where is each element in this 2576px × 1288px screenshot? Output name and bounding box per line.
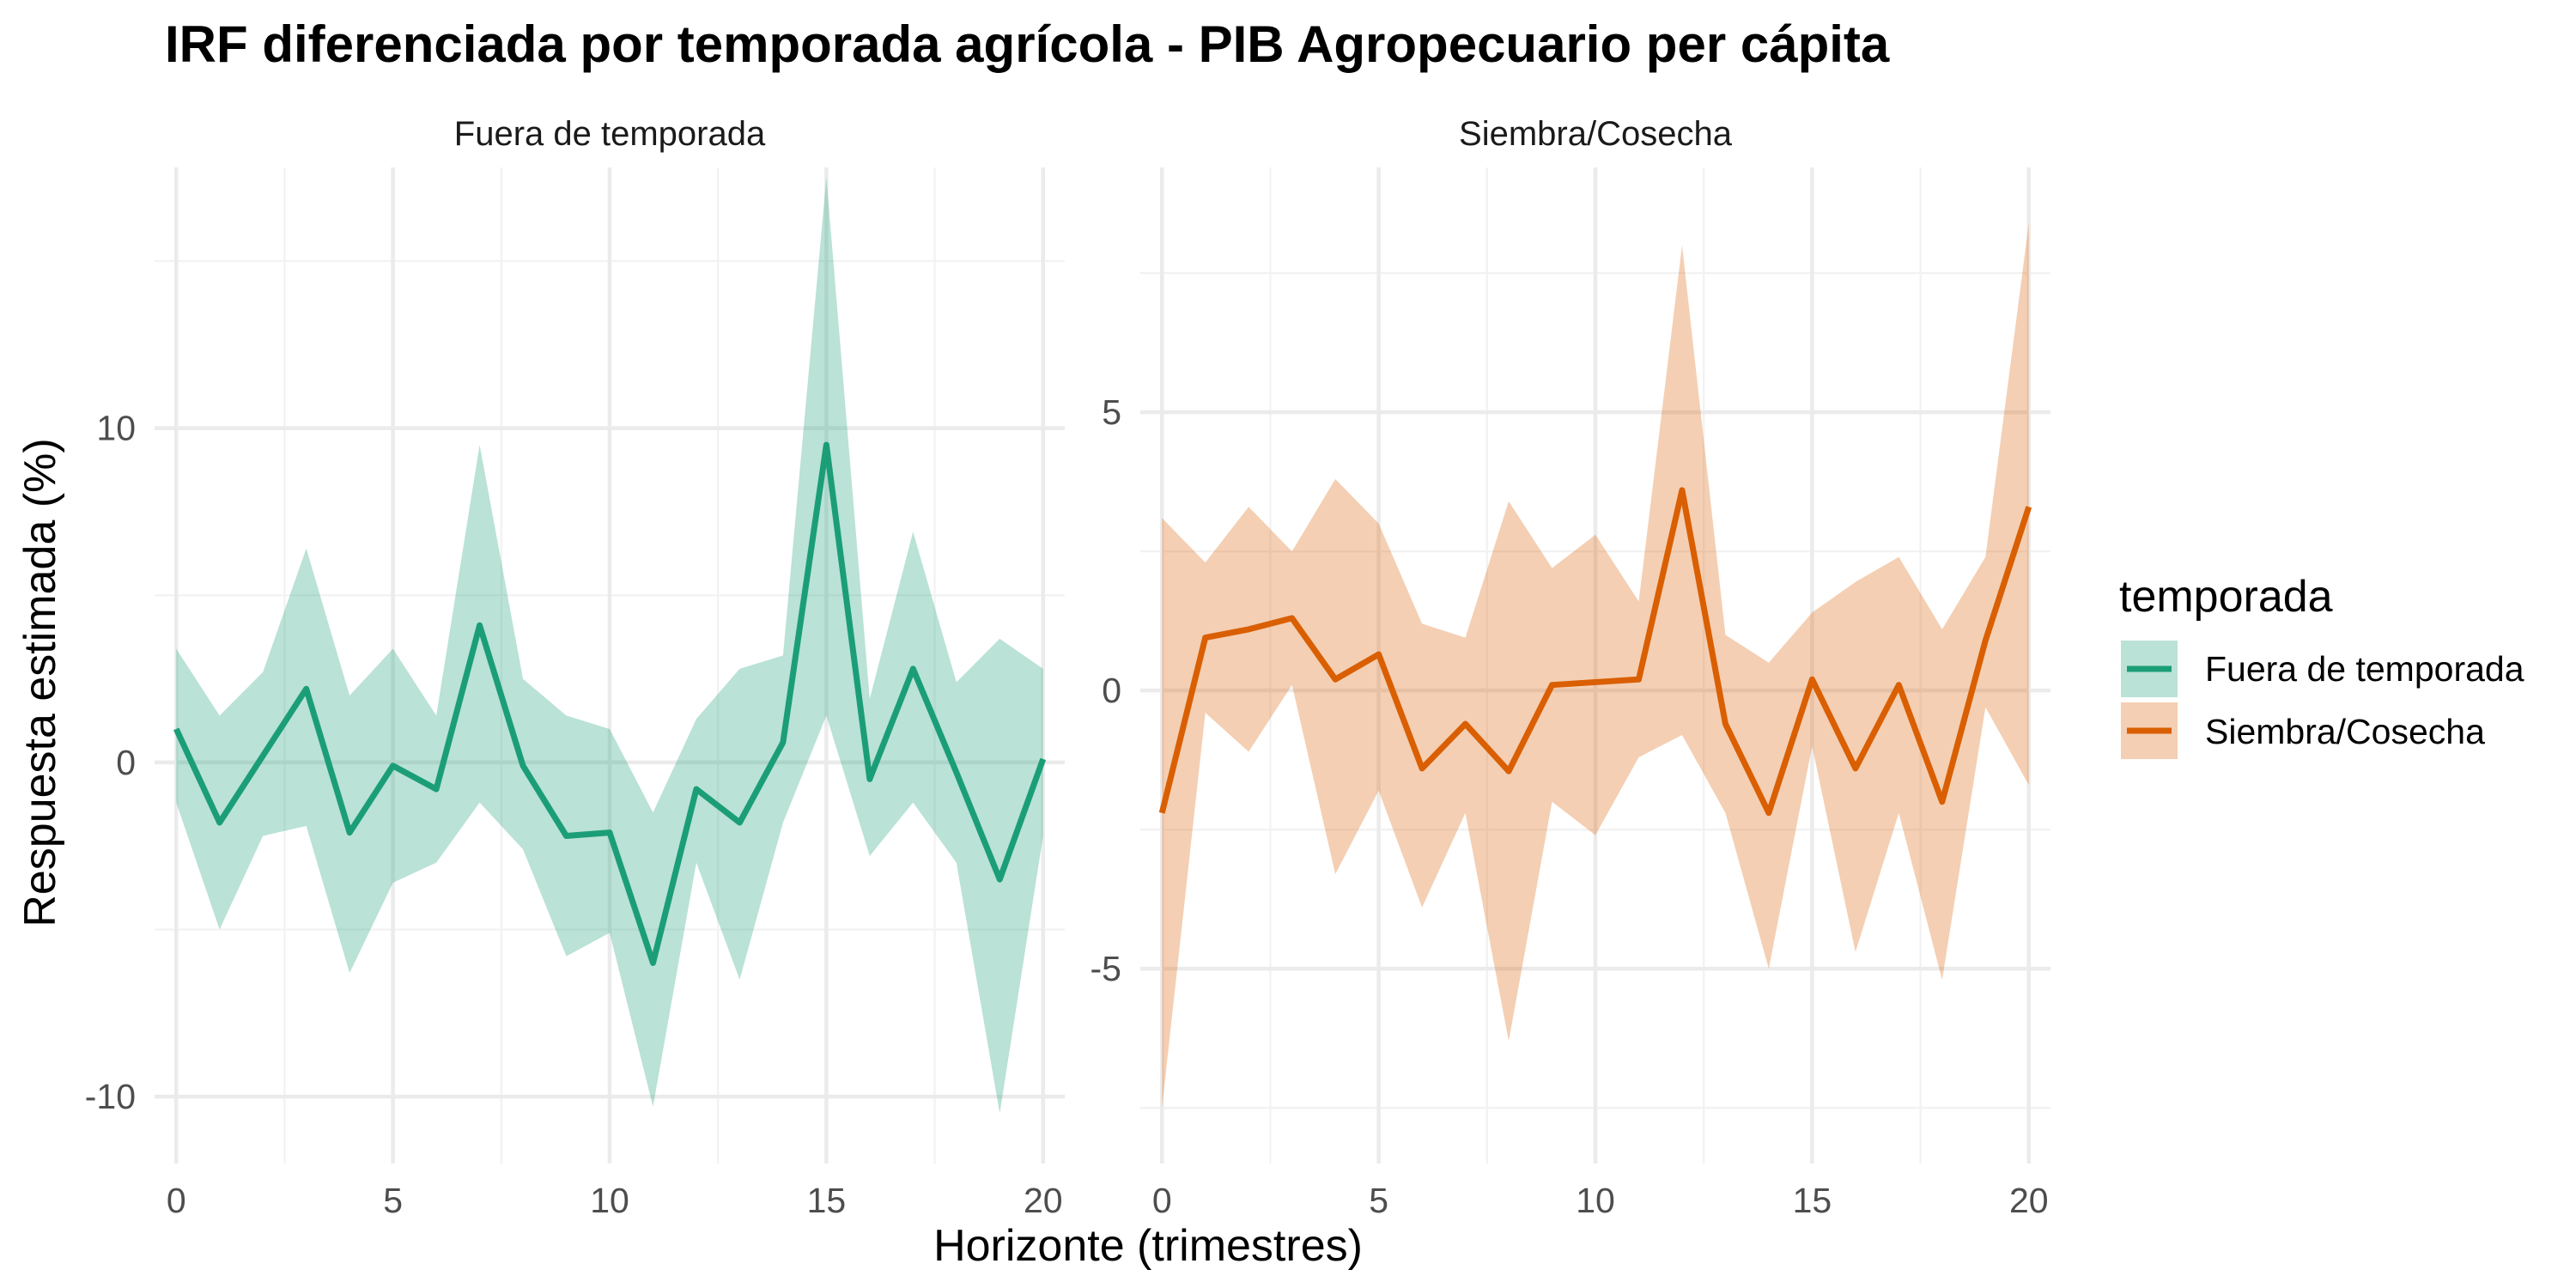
legend-item-fuera-de-temporada: Fuera de temporada [2121,641,2524,697]
confidence-band-siembra-cosecha [1162,222,2029,1109]
legend: temporada Fuera de temporada Siembra/Cos… [2119,572,2524,759]
y-tick-label: 5 [1102,392,1121,432]
line-siembra-cosecha [1158,487,2032,817]
x-tick-label: 10 [590,1181,629,1220]
y-ticks-fuera-de-temporada: -10 0 10 [85,409,136,1117]
facet-panel-siembra-cosecha: Siembra/Cosecha 0 5 10 15 20 -5 0 5 [1091,115,2050,1220]
facet-label-fuera-de-temporada: Fuera de temporada [454,115,766,153]
facet-panel-fuera-de-temporada: Fuera de temporada 0 5 10 15 20 -10 0 10 [85,115,1065,1220]
y-axis-title: Respuesta estimada (%) [15,438,65,927]
facet-label-siembra-cosecha: Siembra/Cosecha [1459,115,1733,153]
x-tick-label: 0 [1152,1181,1172,1220]
grid-fuera-de-temporada [155,167,1065,1163]
ribbon-siembra-cosecha [1162,222,2029,1109]
x-tick-label: 20 [1024,1181,1063,1220]
y-tick-label: -5 [1091,949,1121,988]
x-tick-label: 15 [807,1181,847,1220]
x-tick-label: 5 [383,1181,403,1220]
legend-title: temporada [2119,572,2333,622]
x-tick-label: 0 [167,1181,186,1220]
x-tick-label: 5 [1369,1181,1388,1220]
x-ticks-fuera-de-temporada: 0 5 10 15 20 [167,1181,1063,1220]
legend-item-siembra-cosecha: Siembra/Cosecha [2121,702,2485,759]
legend-label-fuera-de-temporada: Fuera de temporada [2205,649,2524,689]
x-ticks-siembra-cosecha: 0 5 10 15 20 [1152,1181,2049,1220]
legend-label-siembra-cosecha: Siembra/Cosecha [2205,712,2485,751]
ribbon-fuera-de-temporada [176,177,1043,1114]
x-tick-label: 10 [1576,1181,1615,1220]
y-tick-label: -10 [85,1077,136,1116]
x-tick-label: 15 [1793,1181,1832,1220]
chart-title: IRF diferenciada por temporada agrícola … [165,15,1890,73]
x-axis-title: Horizonte (trimestres) [933,1221,1363,1271]
confidence-band-fuera-de-temporada [176,177,1043,1114]
series-line-siembra-cosecha [1158,487,2032,817]
y-tick-label: 0 [116,743,136,782]
x-tick-label: 20 [2009,1181,2049,1220]
line-fuera-de-temporada [173,441,1047,966]
y-tick-label: 0 [1102,671,1121,710]
y-ticks-siembra-cosecha: -5 0 5 [1091,392,1121,988]
series-line-fuera-de-temporada [173,441,1047,966]
y-tick-label: 10 [96,409,136,448]
